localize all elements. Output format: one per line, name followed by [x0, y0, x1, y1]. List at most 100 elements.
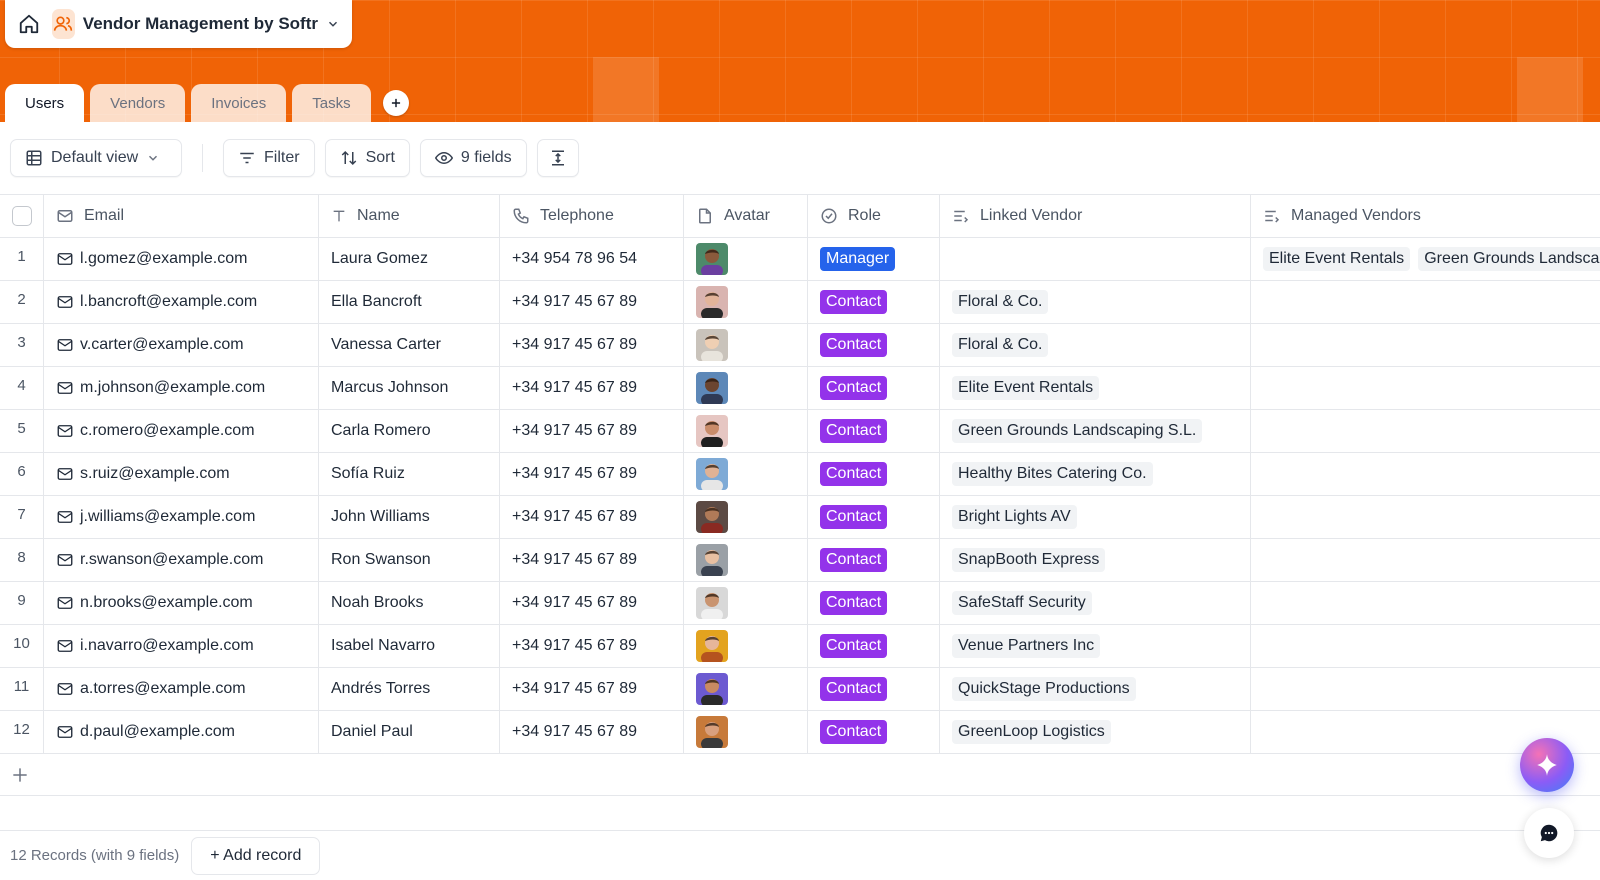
- linked-vendor-cell[interactable]: Healthy Bites Catering Co.: [940, 453, 1251, 495]
- managed-vendors-cell[interactable]: [1251, 367, 1600, 409]
- telephone-cell[interactable]: +34 917 45 67 89: [500, 711, 684, 753]
- tab-invoices[interactable]: Invoices: [191, 84, 287, 122]
- managed-vendors-cell[interactable]: [1251, 281, 1600, 323]
- name-cell[interactable]: Isabel Navarro: [319, 625, 500, 667]
- avatar-cell[interactable]: [684, 539, 808, 581]
- avatar-cell[interactable]: [684, 238, 808, 280]
- name-cell[interactable]: Marcus Johnson: [319, 367, 500, 409]
- table-row[interactable]: 2 l.bancroft@example.com Ella Bancroft +34 …: [0, 281, 1600, 324]
- role-cell[interactable]: Contact: [808, 410, 940, 452]
- role-cell[interactable]: Contact: [808, 453, 940, 495]
- linked-vendor-cell[interactable]: SafeStaff Security: [940, 582, 1251, 624]
- linked-vendor-chip[interactable]: SafeStaff Security: [952, 591, 1092, 615]
- column-header-managed-vendors[interactable]: Managed Vendors: [1251, 195, 1600, 237]
- email-cell[interactable]: d.paul@example.com: [44, 711, 319, 753]
- email-cell[interactable]: r.swanson@example.com: [44, 539, 319, 581]
- telephone-cell[interactable]: +34 917 45 67 89: [500, 453, 684, 495]
- linked-vendor-cell[interactable]: Venue Partners Inc: [940, 625, 1251, 667]
- email-cell[interactable]: n.brooks@example.com: [44, 582, 319, 624]
- table-row[interactable]: 12 d.paul@example.com Daniel Paul +34 917 4…: [0, 711, 1600, 754]
- name-cell[interactable]: John Williams: [319, 496, 500, 538]
- role-cell[interactable]: Contact: [808, 711, 940, 753]
- column-header-telephone[interactable]: Telephone: [500, 195, 684, 237]
- managed-vendors-cell[interactable]: [1251, 453, 1600, 495]
- name-cell[interactable]: Andrés Torres: [319, 668, 500, 710]
- managed-vendor-chip[interactable]: Elite Event Rentals: [1263, 247, 1411, 271]
- email-cell[interactable]: c.romero@example.com: [44, 410, 319, 452]
- telephone-cell[interactable]: +34 917 45 67 89: [500, 367, 684, 409]
- table-row[interactable]: 9 n.brooks@example.com Noah Brooks +34 917 …: [0, 582, 1600, 625]
- linked-vendor-cell[interactable]: Floral & Co.: [940, 324, 1251, 366]
- tab-tasks[interactable]: Tasks: [292, 84, 371, 122]
- linked-vendor-chip[interactable]: GreenLoop Logistics: [952, 720, 1111, 744]
- managed-vendors-cell[interactable]: [1251, 668, 1600, 710]
- sort-button[interactable]: Sort: [324, 139, 410, 177]
- email-cell[interactable]: v.carter@example.com: [44, 324, 319, 366]
- name-cell[interactable]: Noah Brooks: [319, 582, 500, 624]
- filter-button[interactable]: Filter: [223, 139, 315, 177]
- managed-vendors-cell[interactable]: [1251, 410, 1600, 452]
- table-row[interactable]: 3 v.carter@example.com Vanessa Carter +34 9…: [0, 324, 1600, 367]
- linked-vendor-cell[interactable]: Bright Lights AV: [940, 496, 1251, 538]
- email-cell[interactable]: s.ruiz@example.com: [44, 453, 319, 495]
- avatar-cell[interactable]: [684, 668, 808, 710]
- table-row[interactable]: 4 m.johnson@example.com Marcus Johnson +34 …: [0, 367, 1600, 410]
- linked-vendor-chip[interactable]: Floral & Co.: [952, 333, 1049, 357]
- telephone-cell[interactable]: +34 917 45 67 89: [500, 625, 684, 667]
- role-cell[interactable]: Contact: [808, 367, 940, 409]
- add-record-button[interactable]: + Add record: [191, 836, 321, 875]
- linked-vendor-chip[interactable]: Healthy Bites Catering Co.: [952, 462, 1153, 486]
- linked-vendor-chip[interactable]: QuickStage Productions: [952, 677, 1136, 701]
- name-cell[interactable]: Carla Romero: [319, 410, 500, 452]
- linked-vendor-cell[interactable]: Floral & Co.: [940, 281, 1251, 323]
- email-cell[interactable]: a.torres@example.com: [44, 668, 319, 710]
- avatar-cell[interactable]: [684, 711, 808, 753]
- home-icon[interactable]: [17, 8, 42, 40]
- tab-vendors[interactable]: Vendors: [90, 84, 186, 122]
- avatar-cell[interactable]: [684, 496, 808, 538]
- linked-vendor-chip[interactable]: Floral & Co.: [952, 290, 1049, 314]
- row-height-button[interactable]: [536, 139, 579, 177]
- telephone-cell[interactable]: +34 917 45 67 89: [500, 496, 684, 538]
- telephone-cell[interactable]: +34 917 45 67 89: [500, 281, 684, 323]
- table-row[interactable]: 11 a.torres@example.com Andrés Torres +34 9…: [0, 668, 1600, 711]
- role-cell[interactable]: Contact: [808, 625, 940, 667]
- telephone-cell[interactable]: +34 954 78 96 54: [500, 238, 684, 280]
- name-cell[interactable]: Laura Gomez: [319, 238, 500, 280]
- linked-vendor-cell[interactable]: GreenLoop Logistics: [940, 711, 1251, 753]
- column-header-name[interactable]: Name: [319, 195, 500, 237]
- email-cell[interactable]: l.gomez@example.com: [44, 238, 319, 280]
- managed-vendors-cell[interactable]: [1251, 496, 1600, 538]
- linked-vendor-cell[interactable]: SnapBooth Express: [940, 539, 1251, 581]
- name-cell[interactable]: Sofía Ruiz: [319, 453, 500, 495]
- avatar-cell[interactable]: [684, 410, 808, 452]
- linked-vendor-cell[interactable]: QuickStage Productions: [940, 668, 1251, 710]
- name-cell[interactable]: Ron Swanson: [319, 539, 500, 581]
- select-all-checkbox[interactable]: [11, 206, 32, 226]
- telephone-cell[interactable]: +34 917 45 67 89: [500, 410, 684, 452]
- email-cell[interactable]: i.navarro@example.com: [44, 625, 319, 667]
- linked-vendor-chip[interactable]: Elite Event Rentals: [952, 376, 1100, 400]
- avatar-cell[interactable]: [684, 625, 808, 667]
- column-header-linked-vendor[interactable]: Linked Vendor: [940, 195, 1251, 237]
- email-cell[interactable]: m.johnson@example.com: [44, 367, 319, 409]
- chevron-down-icon[interactable]: [326, 17, 340, 31]
- telephone-cell[interactable]: +34 917 45 67 89: [500, 668, 684, 710]
- telephone-cell[interactable]: +34 917 45 67 89: [500, 582, 684, 624]
- name-cell[interactable]: Daniel Paul: [319, 711, 500, 753]
- telephone-cell[interactable]: +34 917 45 67 89: [500, 539, 684, 581]
- ai-assistant-button[interactable]: [1520, 738, 1574, 792]
- avatar-cell[interactable]: [684, 324, 808, 366]
- managed-vendors-cell[interactable]: [1251, 539, 1600, 581]
- linked-vendor-chip[interactable]: Bright Lights AV: [952, 505, 1077, 529]
- linked-vendor-cell[interactable]: Elite Event Rentals: [940, 367, 1251, 409]
- managed-vendors-cell[interactable]: Elite Event Rentals Green Grounds Landsca…: [1251, 238, 1600, 280]
- avatar-cell[interactable]: [684, 453, 808, 495]
- linked-vendor-chip[interactable]: SnapBooth Express: [952, 548, 1106, 572]
- linked-vendor-cell[interactable]: Green Grounds Landscaping S.L.: [940, 410, 1251, 452]
- role-cell[interactable]: Manager: [808, 238, 940, 280]
- fields-button[interactable]: 9 fields: [419, 139, 527, 177]
- name-cell[interactable]: Vanessa Carter: [319, 324, 500, 366]
- role-cell[interactable]: Contact: [808, 496, 940, 538]
- avatar-cell[interactable]: [684, 582, 808, 624]
